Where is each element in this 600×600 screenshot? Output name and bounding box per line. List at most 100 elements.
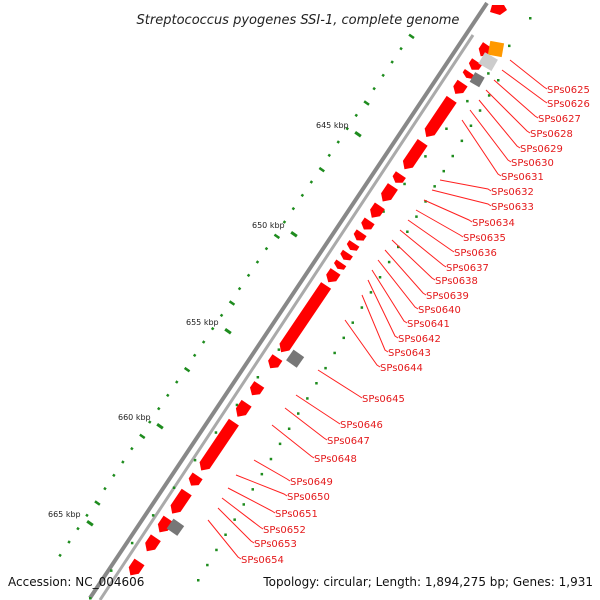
gene-label-leader [217, 507, 255, 544]
gc-dot [381, 73, 385, 78]
scale-tick-label: 660 kbp [118, 413, 151, 422]
gene-label-leader [271, 424, 315, 459]
gc-dot [157, 406, 161, 411]
scale-tick-label: 655 kbp [186, 318, 219, 327]
gc-dot [215, 548, 218, 552]
gc-dot [255, 260, 260, 264]
cds-feature [490, 5, 507, 15]
gc-dot [264, 246, 269, 251]
gc-dot [529, 17, 532, 20]
rna-feature [487, 40, 505, 58]
cds-feature [424, 95, 457, 137]
gc-dot [130, 541, 134, 545]
cds-feature [346, 240, 360, 251]
gene-label: SPs0651 [275, 509, 318, 520]
scale-tick-label: 645 kbp [316, 121, 349, 130]
gene-label: SPs0634 [472, 218, 515, 229]
gene-label-leader [221, 497, 264, 530]
gc-dot [206, 563, 209, 567]
gc-dot [166, 393, 170, 398]
gene-label: SPs0650 [287, 492, 330, 503]
gc-dot [151, 514, 155, 517]
cds-feature [128, 558, 145, 576]
gc-dot [172, 486, 176, 489]
rna-feature [166, 518, 185, 536]
cds-feature [353, 229, 367, 241]
gene-label-leader [235, 474, 288, 497]
gc-dot [139, 433, 146, 440]
gene-label: SPs0632 [491, 187, 534, 198]
gene-label-leader [485, 89, 531, 134]
gene-label: SPs0637 [446, 263, 489, 274]
cds-feature [279, 282, 332, 353]
cds-feature [268, 354, 283, 369]
gc-dot [315, 382, 318, 385]
gene-label: SPs0635 [463, 233, 506, 244]
gc-dot [345, 126, 350, 131]
gc-dot [256, 376, 260, 379]
gene-label: SPs0631 [501, 172, 544, 183]
gc-dot [408, 33, 415, 40]
gene-label: SPs0644 [380, 363, 423, 374]
gc-dot [403, 182, 406, 186]
gc-dot [451, 154, 454, 158]
gene-label: SPs0641 [407, 319, 450, 330]
gc-dot [210, 326, 215, 331]
cds-feature [468, 58, 483, 70]
cds-feature [199, 418, 239, 471]
gc-dot [466, 99, 469, 103]
genome-backbone-inner [98, 34, 475, 600]
gc-dot [89, 597, 92, 600]
gene-label-leader [407, 219, 455, 253]
gene-labels: SPs0625 SPs0626 SPs0627 SPs0628 SPs0629 SPs06… [241, 85, 590, 566]
cds-feature [453, 79, 468, 94]
cds-feature [326, 268, 341, 283]
gc-dot [382, 210, 385, 213]
rna-feature [469, 72, 485, 88]
gene-label: SPs0636 [454, 248, 497, 259]
gc-dot [324, 366, 327, 370]
gene-label-leader [509, 59, 548, 90]
gc-dot [399, 46, 403, 51]
gc-dot [228, 300, 236, 306]
gene-label: SPs0626 [547, 99, 590, 110]
gc-dot [260, 472, 264, 476]
gc-dot [469, 124, 473, 127]
cds-feature [402, 139, 428, 170]
gc-dot [397, 245, 400, 249]
map-title: Streptococcus pyogenes SSI-1, complete g… [137, 13, 460, 28]
gene-label-leader [501, 69, 548, 104]
gene-label: SPs0645 [362, 394, 405, 405]
gc-dot [192, 353, 197, 358]
gene-label: SPs0653 [254, 539, 297, 550]
gc-dot [76, 526, 80, 531]
gc-dot [372, 86, 376, 91]
gc-dot [327, 153, 332, 158]
gene-features [128, 5, 507, 576]
gene-label: SPs0643 [388, 348, 431, 359]
gc-dot [478, 109, 482, 112]
gc-dot [309, 180, 314, 184]
scale-tick-mark [86, 520, 94, 527]
gc-dot [306, 397, 309, 400]
gc-dot [363, 100, 370, 106]
gc-dot [300, 193, 305, 198]
gc-dot [67, 540, 71, 544]
cds-feature [250, 381, 265, 396]
gc-dot [291, 206, 296, 211]
gene-label: SPs0633 [491, 202, 534, 213]
gc-dot [193, 458, 197, 462]
gc-dot [390, 60, 394, 64]
gc-dot [336, 140, 341, 144]
gene-label-leader [431, 189, 492, 207]
gene-label-leader [399, 229, 447, 268]
gc-dot [94, 500, 101, 506]
cds-feature [188, 472, 203, 486]
gc-dot [233, 518, 236, 521]
gc-dot [487, 72, 490, 75]
gc-dot [201, 340, 206, 344]
gc-dot [246, 273, 251, 278]
cds-feature [340, 249, 353, 261]
gc-dot [369, 291, 373, 294]
